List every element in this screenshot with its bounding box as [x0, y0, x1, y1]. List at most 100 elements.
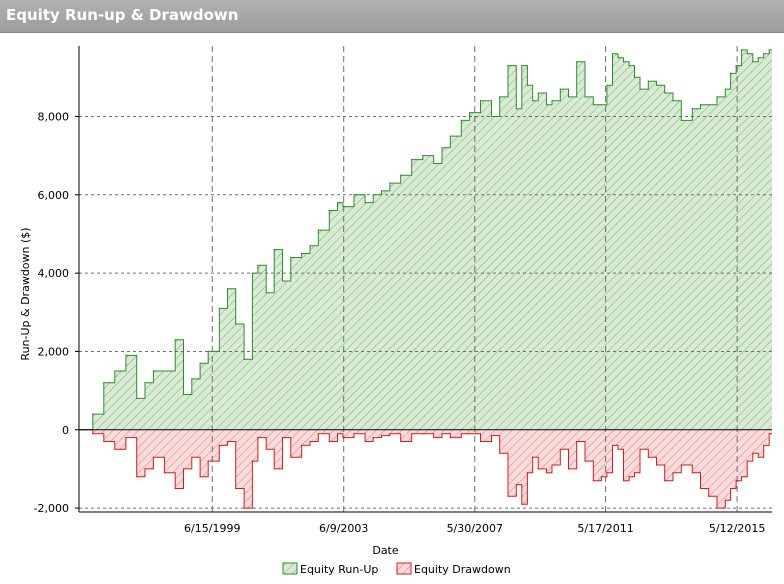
x-tick-label: 5/17/2011	[577, 522, 633, 535]
equity-drawdown-point	[411, 433, 413, 435]
equity-run-up-point	[353, 194, 355, 196]
equity-run-up-point	[763, 53, 765, 55]
equity-run-up-point	[103, 382, 105, 384]
equity-run-up-point	[600, 104, 603, 106]
equity-drawdown-point	[515, 484, 517, 486]
equity-run-up-point	[757, 57, 759, 59]
equity-run-up-point	[499, 96, 501, 98]
equity-drawdown-point	[468, 433, 471, 435]
equity-drawdown-point	[735, 480, 737, 482]
y-tick-label: 6,000	[38, 189, 70, 202]
y-tick-label: 8,000	[38, 110, 70, 123]
equity-run-up-point	[389, 182, 391, 184]
equity-run-up-point	[611, 53, 614, 55]
equity-drawdown-point	[290, 456, 292, 458]
equity-run-up-point	[532, 100, 534, 102]
equity-drawdown-point	[567, 468, 570, 470]
equity-drawdown-point	[507, 495, 509, 497]
equity-drawdown-point	[103, 440, 105, 443]
equity-run-up-point	[422, 155, 424, 157]
equity-run-up-point	[174, 339, 176, 341]
equity-drawdown-point	[746, 460, 748, 462]
equity-drawdown-point	[611, 444, 614, 446]
equity-run-up-point	[716, 96, 718, 98]
equity-drawdown-point	[600, 476, 603, 478]
equity-drawdown-point	[479, 440, 482, 443]
axes	[75, 46, 772, 513]
equity-run-up-point	[639, 88, 641, 90]
equity-drawdown-point	[243, 507, 245, 509]
equity-run-up-point	[752, 61, 754, 63]
equity-run-up-point	[207, 350, 209, 352]
equity-run-up-point	[479, 100, 482, 102]
equity-run-up-point	[537, 92, 539, 94]
equity-run-up-point	[317, 229, 319, 231]
equity-drawdown-point	[182, 468, 185, 470]
equity-drawdown-point	[257, 437, 259, 439]
equity-drawdown-point	[342, 437, 344, 439]
equity-run-up-point	[699, 104, 702, 106]
equity-run-up-point	[191, 378, 193, 380]
equity-run-up-point	[152, 370, 154, 372]
equity-run-up-point	[114, 370, 116, 372]
y-tick-label: 0	[62, 424, 69, 437]
equity-run-up-point	[235, 323, 237, 325]
equity-run-up-point	[411, 159, 413, 161]
equity-drawdown-point	[628, 476, 630, 478]
equity-drawdown-point	[521, 503, 523, 505]
equity-drawdown-point	[125, 437, 127, 439]
equity-drawdown-point	[730, 487, 732, 490]
legend-equity-run-up-label: Equity Run-Up	[300, 563, 378, 576]
y-tick-label: 2,000	[38, 345, 70, 358]
equity-run-up-point	[144, 382, 146, 384]
equity-drawdown-point	[251, 460, 253, 462]
equity-drawdown-point	[449, 437, 451, 439]
equity-drawdown-point	[699, 487, 702, 490]
equity-drawdown-point	[372, 437, 374, 439]
equity-drawdown-point	[537, 468, 539, 470]
equity-run-up-point	[251, 272, 253, 274]
y-axis-title: Run-Up & Drawdown ($)	[19, 227, 32, 360]
y-tick-label: 4,000	[38, 267, 70, 280]
equity-drawdown-point	[639, 448, 641, 450]
equity-drawdown-point	[199, 476, 201, 478]
equity-drawdown-point	[664, 480, 666, 482]
gridlines	[79, 46, 772, 512]
equity-drawdown-point	[235, 487, 237, 490]
equity-drawdown-point	[622, 480, 625, 482]
equity-drawdown-point	[672, 472, 674, 474]
equity-run-up-point	[490, 115, 493, 118]
x-tick-label: 5/12/2015	[709, 522, 765, 535]
equity-drawdown-point	[680, 464, 682, 466]
equity-run-up-point	[567, 96, 570, 98]
equity-run-up-point	[647, 80, 649, 82]
equity-run-up-point	[342, 206, 344, 208]
equity-run-up-point	[336, 202, 339, 204]
equity-drawdown-point	[584, 460, 586, 462]
equity-run-up-point	[576, 61, 578, 63]
equity-run-up-point	[622, 61, 625, 63]
equity-run-up-point	[592, 104, 594, 106]
equity-run-up-point	[680, 119, 682, 121]
equity-run-up-point	[163, 370, 165, 372]
equity-run-up-point	[226, 288, 229, 290]
title-bar: Equity Run-up & Drawdown	[0, 0, 784, 33]
equity-drawdown-point	[633, 472, 636, 474]
equity-drawdown-point	[559, 448, 561, 450]
equity-drawdown-point	[309, 440, 311, 443]
equity-drawdown-point	[741, 476, 743, 478]
equity-drawdown-point	[606, 472, 608, 474]
x-tick-label: 6/9/2003	[319, 522, 368, 535]
equity-drawdown-point	[281, 437, 284, 439]
equity-drawdown-point	[218, 444, 220, 446]
equity-drawdown-point	[317, 433, 319, 435]
equity-run-up-area	[79, 49, 772, 430]
y-tick-label: -2,000	[34, 502, 69, 515]
equity-drawdown-point	[114, 448, 116, 450]
equity-drawdown-point	[400, 440, 402, 443]
equity-run-up-point	[724, 88, 726, 90]
x-tick-label: 6/15/1999	[184, 522, 240, 535]
equity-run-up-point	[507, 65, 509, 67]
legend: Equity Run-Up Equity Drawdown	[282, 562, 511, 576]
